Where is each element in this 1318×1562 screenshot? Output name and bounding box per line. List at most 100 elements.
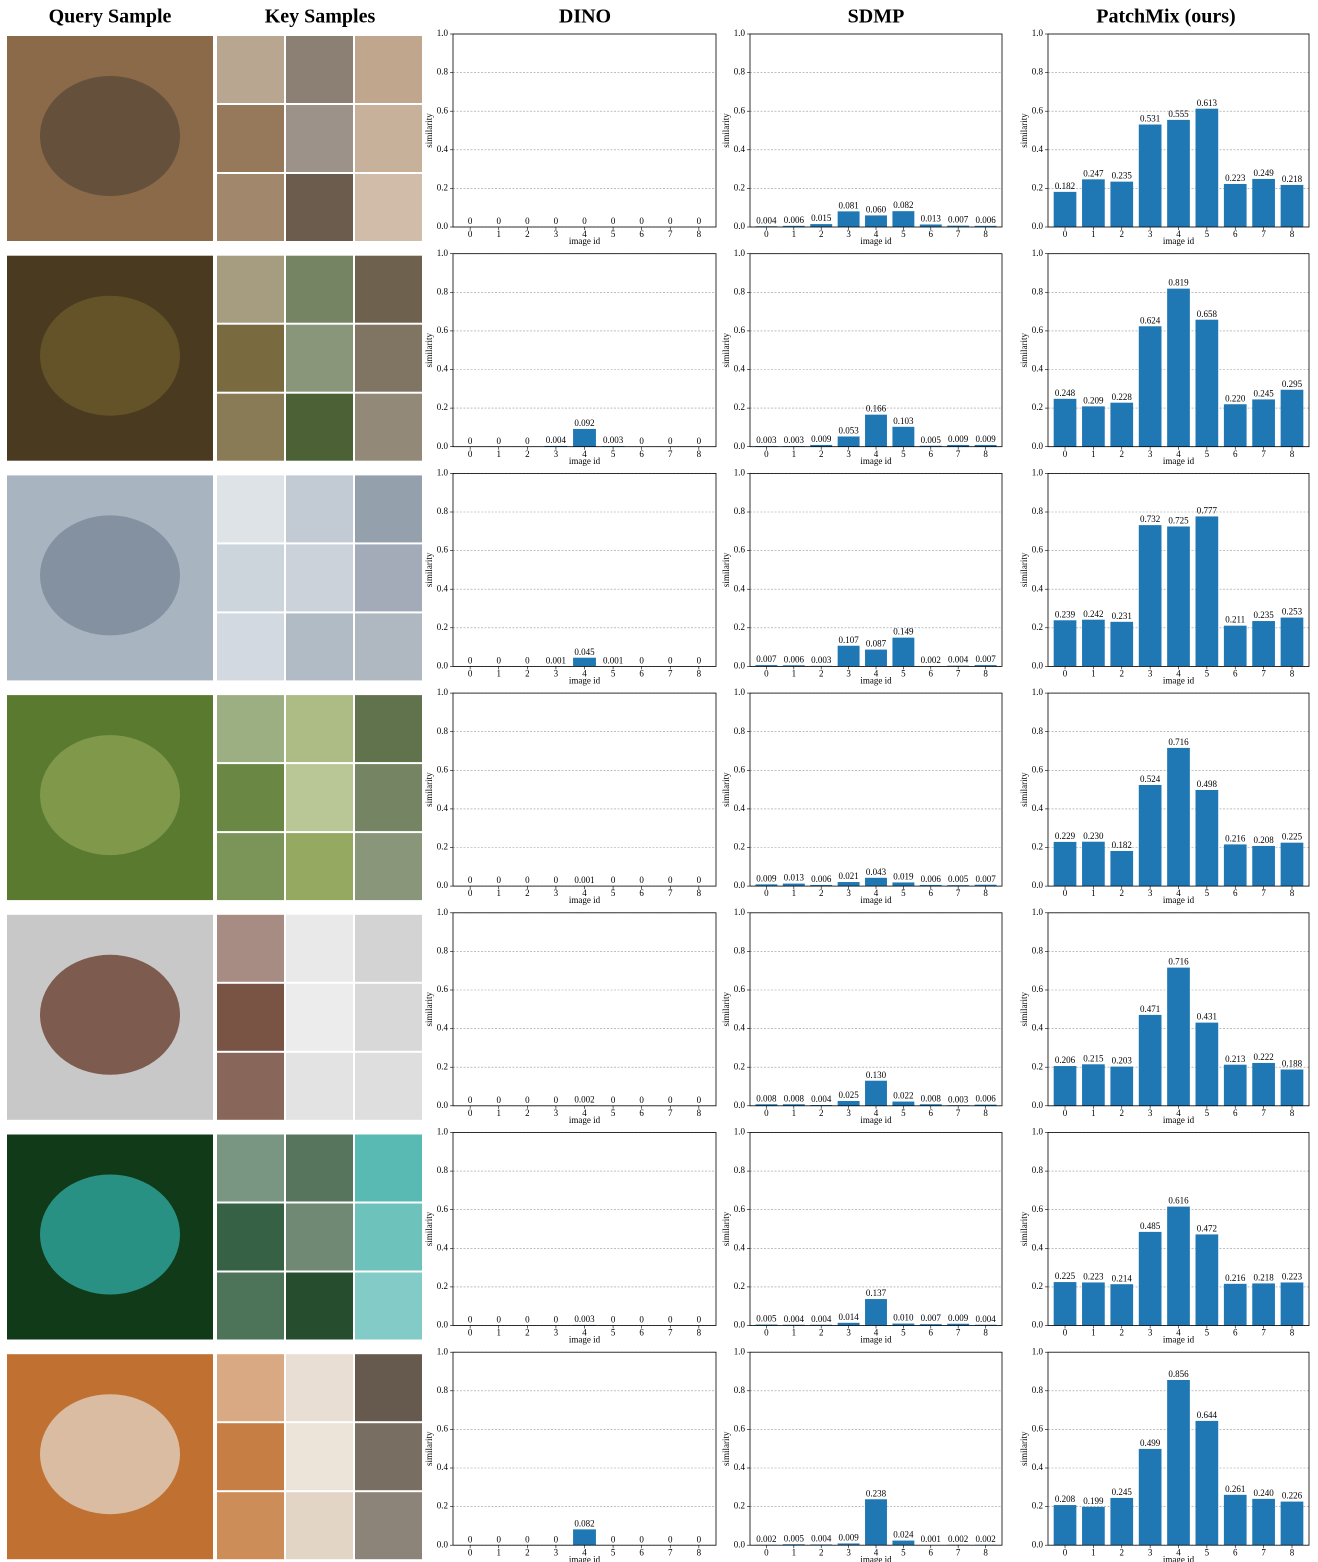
value-label: 0.220 <box>1225 393 1246 403</box>
y-tick-label: 0.4 <box>437 364 449 374</box>
bar <box>810 444 833 447</box>
x-tick-label: 7 <box>1261 449 1266 459</box>
y-axis-label: similarity <box>1019 772 1029 807</box>
y-tick-label: 0.2 <box>734 622 745 632</box>
query-image-subject <box>40 515 180 636</box>
y-tick-label: 1.0 <box>734 1127 746 1137</box>
bar <box>892 211 915 227</box>
key-image <box>286 983 353 1051</box>
value-label: 0.081 <box>838 200 858 210</box>
key-image <box>355 1492 422 1560</box>
y-tick-label: 0.6 <box>1032 545 1044 555</box>
value-label: 0.002 <box>948 1534 968 1544</box>
y-axis-label: similarity <box>1019 992 1029 1027</box>
value-label: 0 <box>468 655 473 665</box>
key-image <box>286 1354 353 1422</box>
y-tick-label: 0.0 <box>437 880 449 890</box>
y-tick-label: 0.2 <box>1032 1501 1043 1511</box>
bar <box>1053 191 1077 227</box>
bar <box>1223 404 1247 447</box>
bar <box>1167 288 1190 447</box>
x-tick-label: 4 <box>874 668 879 678</box>
bar <box>1053 1066 1077 1106</box>
value-label: 0.555 <box>1168 109 1189 119</box>
key-image <box>355 613 422 681</box>
y-axis-label: similarity <box>1019 1211 1029 1246</box>
value-label: 0 <box>582 216 587 226</box>
column-header: DINO <box>559 6 611 28</box>
key-image <box>355 1272 422 1340</box>
bar <box>1082 841 1105 887</box>
value-label: 0.235 <box>1112 171 1133 181</box>
value-label: 0.087 <box>866 639 887 649</box>
query-image-subject <box>40 76 180 196</box>
value-label: 0.001 <box>546 655 566 665</box>
bar <box>974 884 997 887</box>
x-tick-label: 7 <box>956 449 961 459</box>
bar <box>947 1323 970 1326</box>
value-label: 0.208 <box>1253 835 1274 845</box>
value-label: 0.009 <box>975 434 996 444</box>
x-tick-label: 5 <box>901 1328 906 1338</box>
x-tick-label: 8 <box>697 449 702 459</box>
bar <box>782 883 805 887</box>
value-label: 0.022 <box>893 1091 913 1101</box>
value-label: 0.004 <box>811 1533 832 1543</box>
y-tick-label: 0.4 <box>1032 1023 1044 1033</box>
value-label: 0 <box>639 1534 644 1544</box>
bar <box>1082 406 1105 447</box>
y-axis-label: similarity <box>1019 332 1029 367</box>
y-tick-label: 0.4 <box>734 1462 746 1472</box>
value-label: 0.239 <box>1055 609 1076 619</box>
plot-frame <box>452 912 717 1107</box>
value-label: 0.777 <box>1197 506 1218 516</box>
column-header: SDMP <box>848 6 905 28</box>
y-tick-label: 1.0 <box>1032 467 1044 477</box>
y-tick-label: 0.8 <box>1032 726 1044 736</box>
value-label: 0.261 <box>1225 1484 1245 1494</box>
bar <box>1082 179 1105 227</box>
y-tick-label: 0.0 <box>734 880 746 890</box>
y-axis-label: similarity <box>424 552 434 587</box>
value-label: 0.025 <box>838 1090 859 1100</box>
value-label: 0.524 <box>1140 774 1161 784</box>
bar <box>782 1104 805 1106</box>
x-tick-label: 2 <box>525 1328 530 1338</box>
x-tick-label: 0 <box>1063 229 1068 239</box>
bar <box>1223 625 1247 667</box>
key-image <box>355 174 422 241</box>
value-label: 0.005 <box>948 874 969 884</box>
value-label: 0.222 <box>1253 1052 1273 1062</box>
plot-frame <box>749 472 1003 667</box>
x-tick-label: 1 <box>792 888 797 898</box>
bar <box>755 1324 778 1326</box>
key-image <box>286 914 353 982</box>
bar <box>892 426 915 447</box>
value-label: 0.245 <box>1253 388 1274 398</box>
value-label: 0 <box>468 1095 473 1105</box>
x-tick-label: 8 <box>983 229 988 239</box>
x-tick-label: 0 <box>764 888 769 898</box>
bar <box>892 1540 915 1546</box>
x-tick-label: 3 <box>554 1328 559 1338</box>
y-axis-label: similarity <box>424 992 434 1027</box>
column-header: Query Sample <box>49 6 172 28</box>
y-tick-label: 0.6 <box>1032 105 1044 115</box>
bar <box>1167 967 1190 1106</box>
y-tick-label: 0.4 <box>1032 144 1044 154</box>
bar <box>1138 784 1162 887</box>
value-label: 0.531 <box>1140 114 1160 124</box>
value-label: 0.006 <box>975 1094 996 1104</box>
key-image <box>286 1203 353 1271</box>
x-tick-label: 6 <box>1233 449 1238 459</box>
value-label: 0.004 <box>811 1094 832 1104</box>
value-label: 0.182 <box>1112 840 1132 850</box>
bar <box>1082 619 1105 667</box>
bar <box>1110 402 1134 447</box>
value-label: 0.658 <box>1197 309 1218 319</box>
value-label: 0 <box>525 1315 530 1325</box>
key-image <box>217 1354 284 1422</box>
x-tick-label: 3 <box>846 449 851 459</box>
value-label: 0.613 <box>1197 98 1218 108</box>
value-label: 0.188 <box>1282 1059 1303 1069</box>
